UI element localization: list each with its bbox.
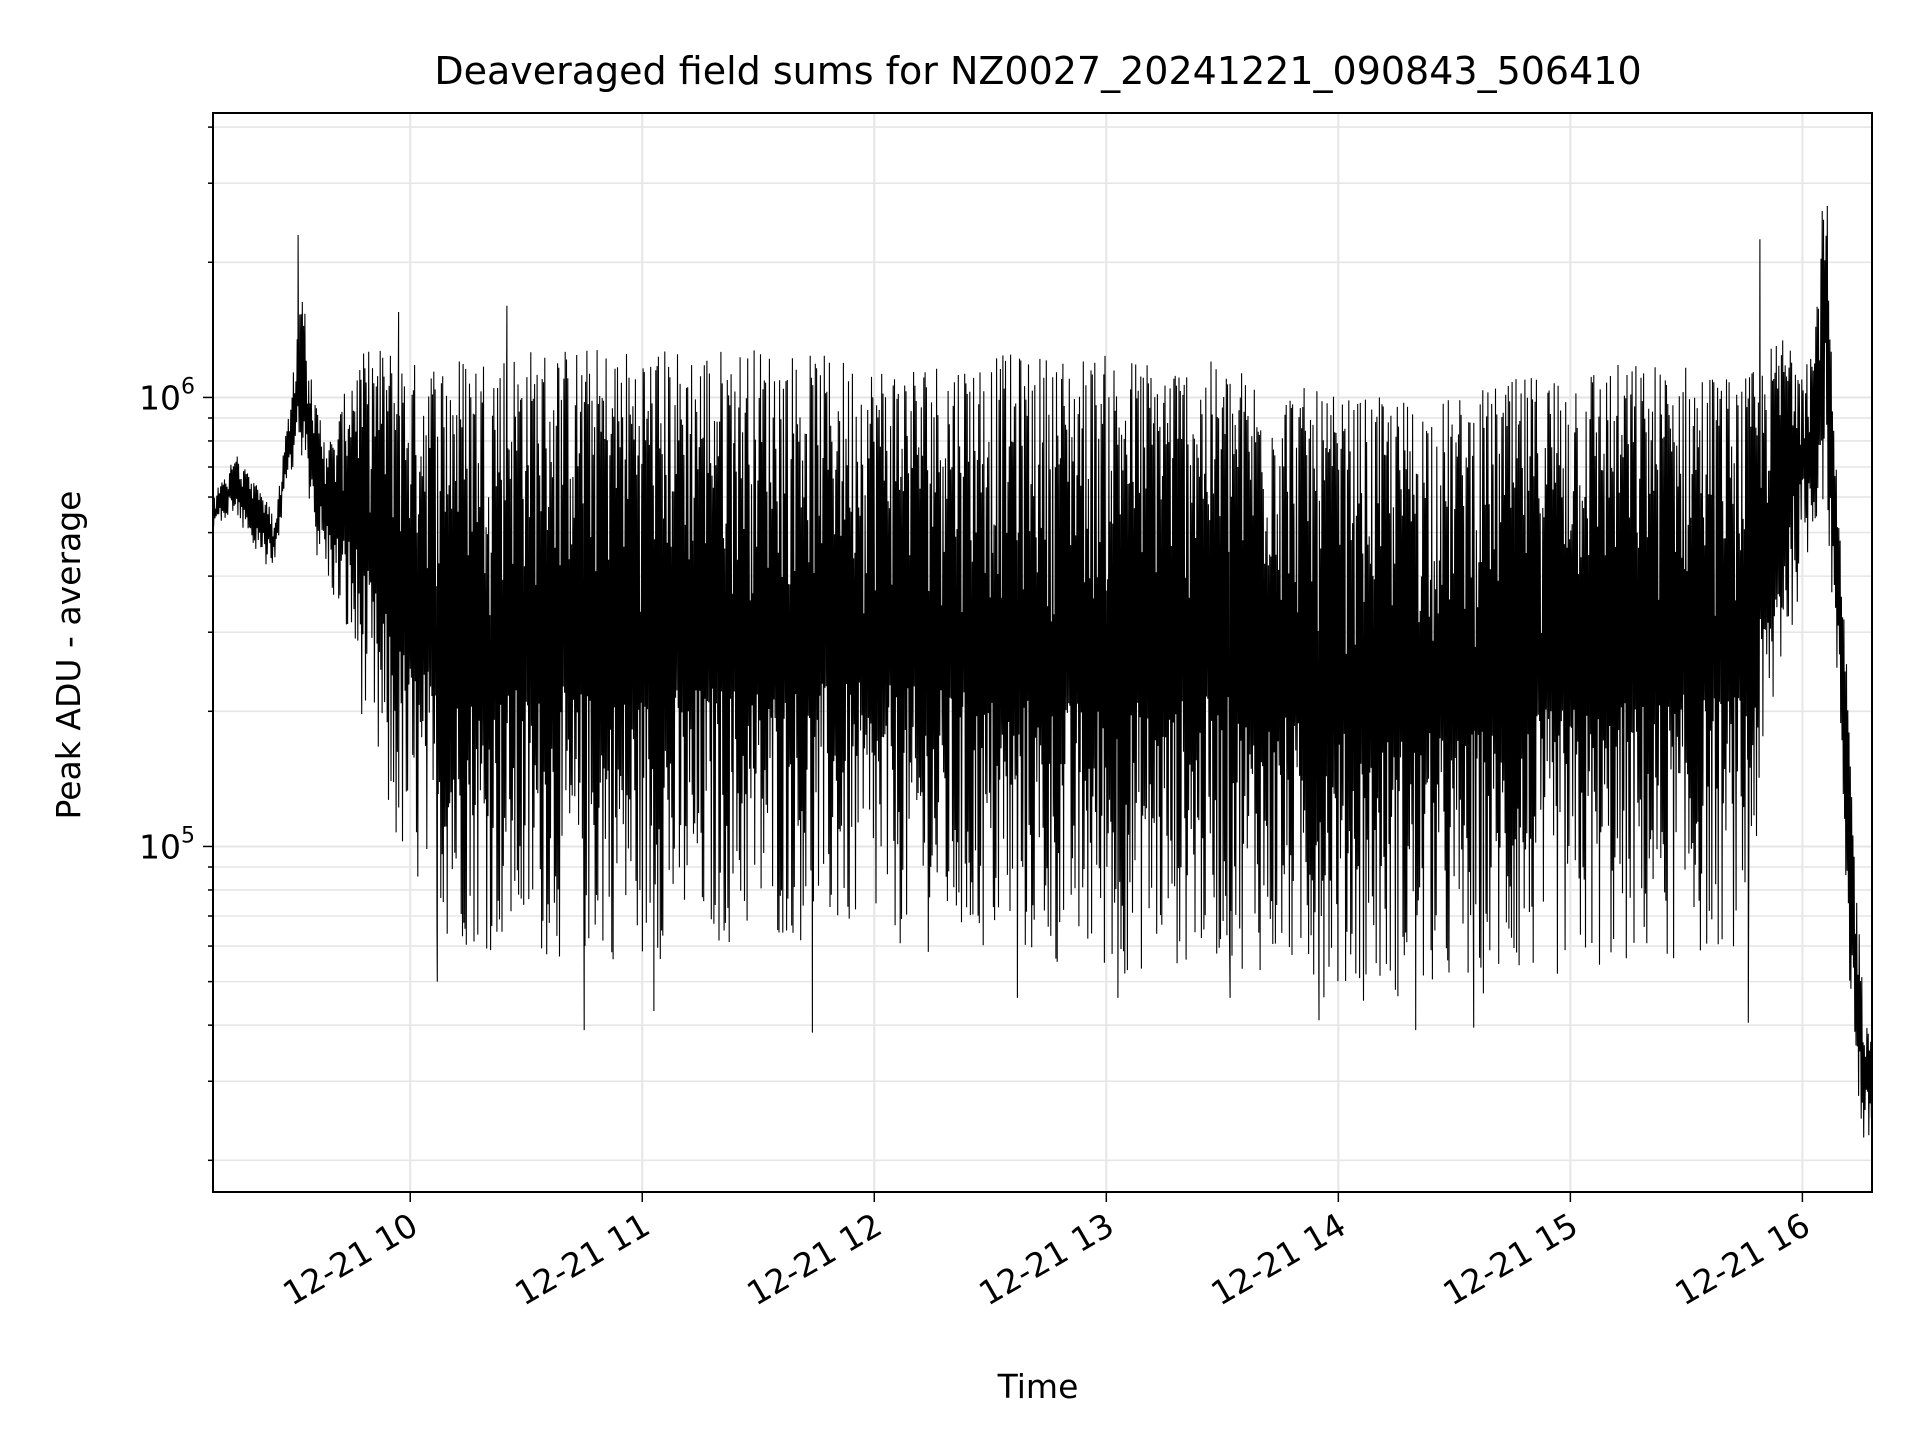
series-line — [212, 205, 1873, 1138]
y-tick-label: 105 — [139, 823, 195, 866]
chart-title: Deaveraged field sums for NZ0027_2024122… — [434, 49, 1641, 93]
y-tick-label: 106 — [139, 374, 195, 417]
data-layer — [212, 205, 1873, 1138]
plot-frame — [212, 112, 1873, 1193]
y-axis-label: Peak ADU - average — [49, 491, 88, 820]
y-axis: 105 106 — [139, 126, 213, 1162]
x-axis-label: Time — [997, 1367, 1079, 1406]
